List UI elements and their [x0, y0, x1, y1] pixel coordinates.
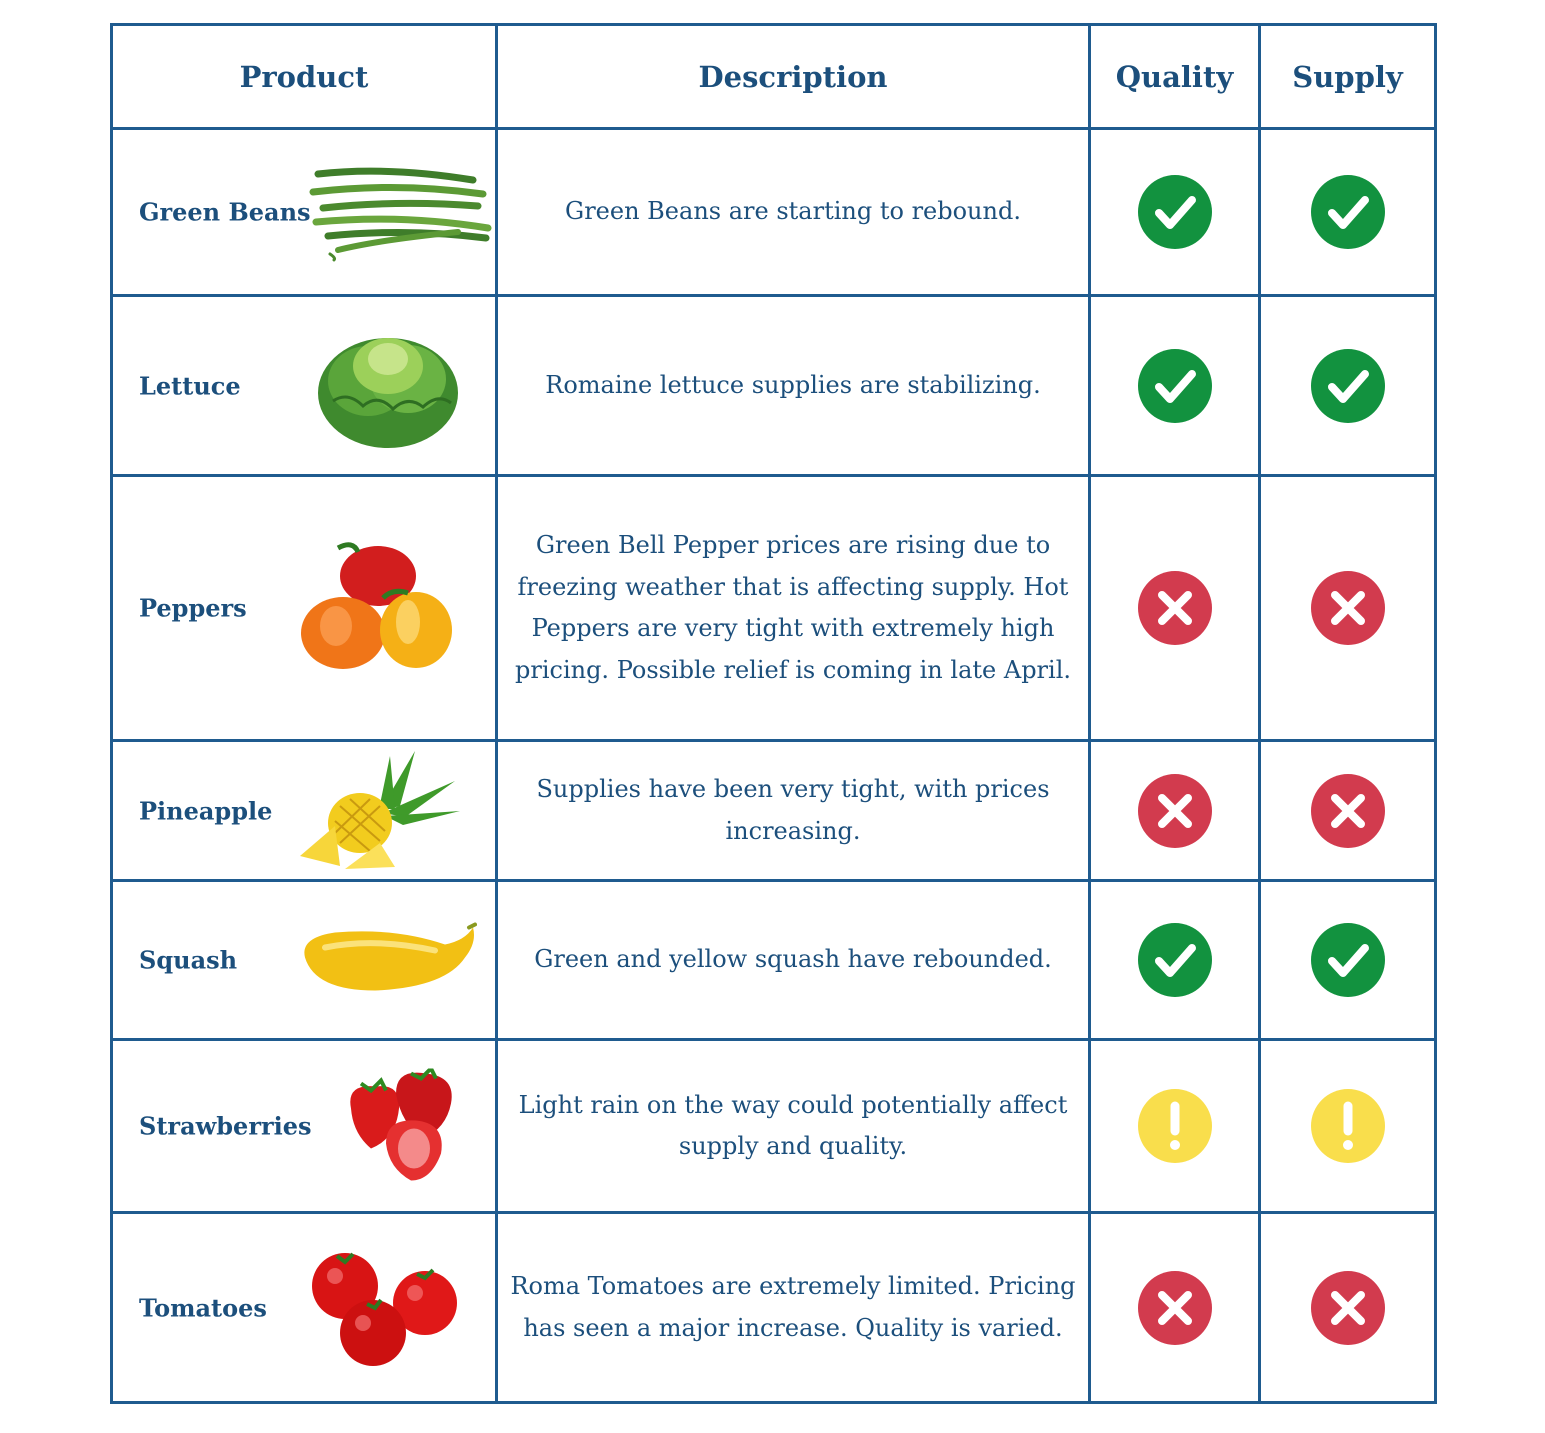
peppers-icon — [301, 542, 452, 669]
supply-cell — [1258, 127, 1437, 297]
description-cell: Roma Tomatoes are extremely limited. Pri… — [495, 1211, 1091, 1404]
supply-cell — [1258, 879, 1437, 1041]
supply-cell — [1258, 294, 1437, 477]
product-name: Peppers — [139, 593, 247, 623]
header-description: Description — [495, 23, 1091, 130]
x-icon — [1310, 1270, 1385, 1345]
header-product: Product — [110, 23, 498, 130]
table-row: Squash Green and yellow squash have rebo… — [110, 879, 1437, 1041]
check-icon — [1310, 348, 1385, 423]
supply-cell — [1258, 1211, 1437, 1404]
product-name: Lettuce — [139, 371, 241, 400]
check-icon — [1137, 348, 1212, 423]
table-row: Pineapple Supplies have been very tight,… — [110, 739, 1437, 882]
quality-cell — [1088, 1038, 1261, 1214]
product-cell: Tomatoes — [110, 1211, 498, 1404]
description-cell: Green Bell Pepper prices are rising due … — [495, 474, 1091, 742]
product-name: Green Beans — [139, 197, 311, 227]
squash-icon — [304, 922, 477, 991]
product-cell: Squash — [110, 879, 498, 1041]
header-quality: Quality — [1088, 23, 1261, 130]
supply-cell — [1258, 1038, 1437, 1214]
check-icon — [1137, 175, 1212, 249]
product-cell: Strawberries — [110, 1038, 498, 1214]
check-icon — [1310, 175, 1385, 249]
x-icon — [1310, 571, 1385, 645]
tomatoes-icon — [312, 1252, 457, 1366]
produce-status-table: Product Description Quality Supply Green… — [110, 23, 1437, 1404]
product-cell: Lettuce — [110, 294, 498, 477]
header-supply: Supply — [1258, 23, 1437, 130]
quality-cell — [1088, 1211, 1261, 1404]
table-row: Green Beans Green Beans are starting to … — [110, 127, 1437, 297]
product-name: Pineapple — [139, 796, 273, 825]
x-icon — [1137, 571, 1212, 645]
x-icon — [1310, 773, 1385, 848]
x-icon — [1137, 1270, 1212, 1345]
product-cell: Peppers — [110, 474, 498, 742]
quality-cell — [1088, 879, 1261, 1041]
strawberries-icon — [350, 1068, 452, 1181]
description-cell: Light rain on the way could potentially … — [495, 1038, 1091, 1214]
lettuce-icon — [318, 337, 458, 448]
green-beans-icon — [309, 167, 492, 262]
table-row: Lettuce Romaine lettuce supplies are sta… — [110, 294, 1437, 477]
table-row: Tomatoes Roma Tomatoes are extremely lim… — [110, 1211, 1437, 1404]
supply-cell — [1258, 474, 1437, 742]
table-row: Peppers Green Bell Pepper prices are ris… — [110, 474, 1437, 742]
x-icon — [1137, 773, 1212, 848]
quality-cell — [1088, 294, 1261, 477]
description-cell: Green and yellow squash have rebounded. — [495, 879, 1091, 1041]
quality-cell — [1088, 127, 1261, 297]
description-cell: Romaine lettuce supplies are stabilizing… — [495, 294, 1091, 477]
supply-cell — [1258, 739, 1437, 882]
exclamation-icon — [1310, 1089, 1385, 1163]
product-name: Squash — [139, 945, 238, 975]
check-icon — [1137, 923, 1212, 997]
pineapple-icon — [300, 750, 460, 869]
description-cell: Green Beans are starting to rebound. — [495, 127, 1091, 297]
exclamation-icon — [1137, 1089, 1212, 1163]
check-icon — [1310, 923, 1385, 997]
product-name: Strawberries — [139, 1111, 312, 1141]
product-cell: Pineapple — [110, 739, 498, 882]
quality-cell — [1088, 739, 1261, 882]
description-cell: Supplies have been very tight, with pric… — [495, 739, 1091, 882]
product-cell: Green Beans — [110, 127, 498, 297]
table-row: Strawberries Light rain on the way could… — [110, 1038, 1437, 1214]
product-name: Tomatoes — [139, 1293, 267, 1322]
header-row: Product Description Quality Supply — [110, 23, 1437, 130]
quality-cell — [1088, 474, 1261, 742]
